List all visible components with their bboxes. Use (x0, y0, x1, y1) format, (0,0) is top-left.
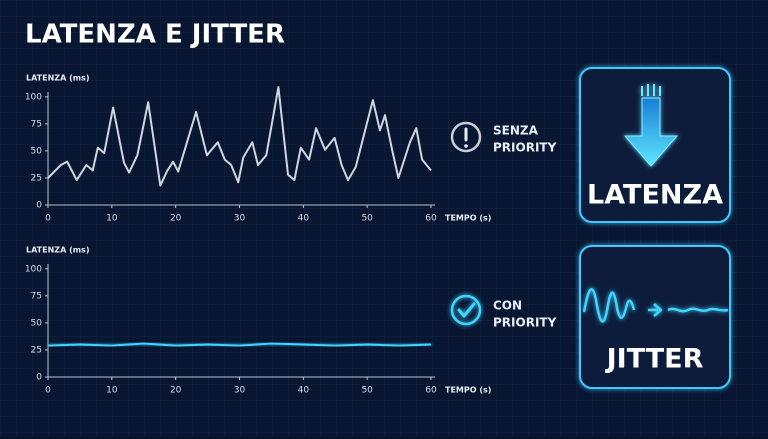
down-arrow-icon (623, 84, 679, 167)
x-tick-label: 50 (361, 386, 373, 396)
x-tick-label: 20 (170, 214, 182, 224)
x-tick-label: 60 (425, 386, 437, 396)
y-tick-label: 50 (31, 318, 43, 328)
y-tick-label: 25 (31, 345, 42, 355)
y-axis-label: LATENZA (ms) (26, 246, 89, 255)
y-tick-label: 25 (31, 173, 42, 183)
y-tick-label: 0 (36, 373, 42, 383)
x-tick-label: 60 (425, 214, 437, 224)
jitter-panel (579, 245, 731, 389)
check-icon (450, 294, 482, 326)
x-axis-label: TEMPO (s) (445, 214, 491, 223)
y-axis-label: LATENZA (ms) (26, 74, 89, 83)
x-tick-label: 20 (170, 386, 182, 396)
wave-icon (582, 287, 729, 323)
x-tick-label: 30 (234, 214, 246, 224)
y-tick-label: 50 (31, 146, 43, 156)
data-line (47, 86, 432, 187)
y-tick-label: 0 (36, 201, 42, 211)
page-title: LATENZA E JITTER (25, 20, 285, 50)
status-text: CON (493, 299, 522, 313)
x-axis-label: TEMPO (s) (445, 386, 491, 395)
y-tick-label: 100 (25, 92, 42, 102)
x-tick-label: 0 (45, 214, 51, 224)
x-tick-label: 40 (298, 386, 310, 396)
x-tick-label: 0 (45, 386, 51, 396)
data-line (47, 342, 432, 347)
y-tick-label: 100 (25, 264, 42, 274)
x-tick-label: 30 (234, 386, 246, 396)
status-text: PRIORITY (493, 316, 557, 330)
warning-icon (450, 121, 482, 153)
y-tick-label: 75 (31, 119, 42, 129)
panel-label: JITTER (605, 344, 704, 375)
x-tick-label: 10 (106, 214, 118, 224)
x-tick-label: 50 (361, 214, 373, 224)
x-tick-label: 40 (298, 214, 310, 224)
panel-label: LATENZA (587, 180, 723, 211)
status-text: PRIORITY (493, 141, 557, 155)
y-tick-label: 75 (31, 291, 42, 301)
status-text: SENZA (493, 124, 539, 138)
x-tick-label: 10 (106, 386, 118, 396)
